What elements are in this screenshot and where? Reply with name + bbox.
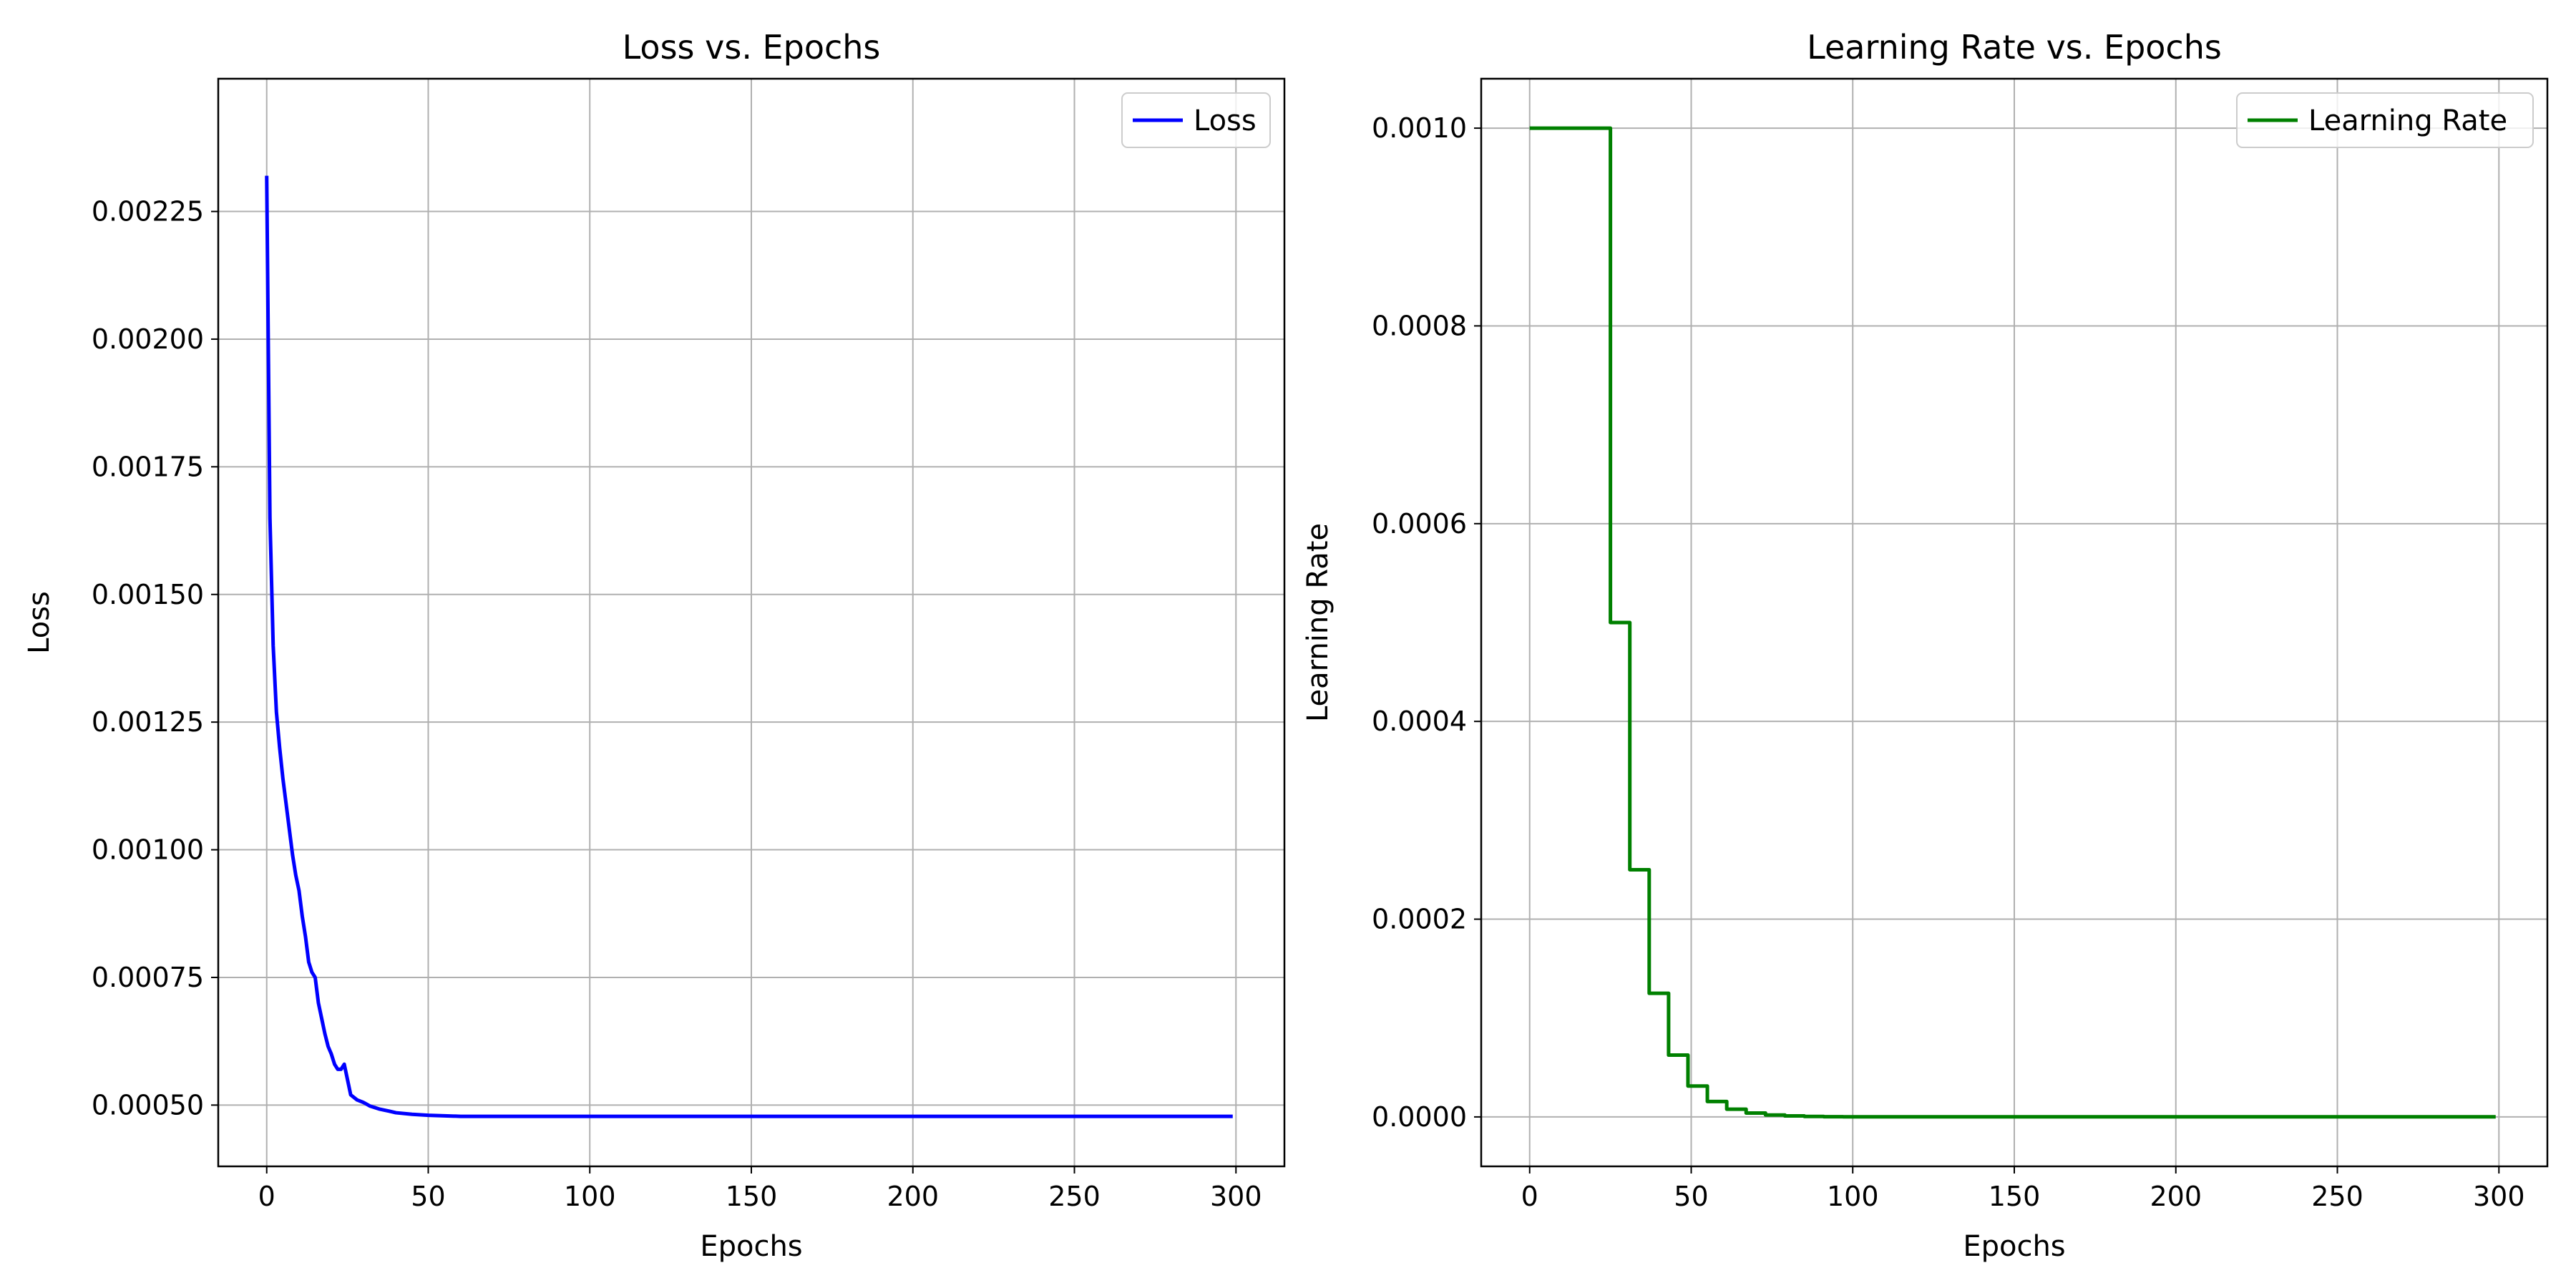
learning-rate-chart-y-tick-label: 0.0006 [1372,508,1467,540]
loss-chart-line [265,175,1233,1118]
loss-chart-legend-box [1121,92,1271,148]
learning-rate-chart-grid [1481,79,2547,1166]
loss-chart-y-tick-label: 0.00175 [92,451,204,482]
loss-chart-grid [218,79,1284,1166]
loss-chart-y-tick-label: 0.00200 [92,323,204,355]
loss-chart-y-tick-label: 0.00225 [92,196,204,228]
learning-rate-chart-x-tick-label: 50 [1674,1181,1708,1212]
learning-rate-chart-legend: Learning Rate [2236,92,2534,148]
loss-chart-y-tick-label: 0.00100 [92,834,204,866]
loss-chart-series [265,175,1233,1118]
loss-chart-x-tick-label: 200 [887,1181,939,1212]
loss-chart-x-tick-label: 100 [564,1181,616,1212]
loss-chart-frame [217,77,1286,1168]
loss-chart-y-tick-label: 0.00075 [92,962,204,993]
loss-chart-x-tick-label: 250 [1048,1181,1101,1212]
learning-rate-chart-legend-box [2236,92,2534,148]
loss-chart-x-tick-label: 150 [726,1181,778,1212]
loss-chart-y-tick-label: 0.00150 [92,579,204,610]
learning-rate-chart-legend-label: Learning Rate [2308,104,2507,137]
learning-rate-chart-y-tick-label: 0.0000 [1372,1101,1467,1133]
learning-rate-chart-line [1529,126,2496,1119]
learning-rate-chart-frame [1480,77,2549,1168]
learning-rate-chart-x-tick-label: 250 [2311,1181,2363,1212]
learning-rate-chart: Learning Rate vs. Epochs Epochs Learning… [1302,28,2549,1263]
loss-chart-y-tick-label: 0.00050 [92,1089,204,1121]
learning-rate-chart-x-tick-label: 150 [1989,1181,2041,1212]
loss-chart-y-tick-label: 0.00125 [92,706,204,738]
loss-chart-title: Loss vs. Epochs [623,28,881,67]
learning-rate-chart-y-tick-label: 0.0004 [1372,706,1467,737]
learning-rate-chart-x-tick-label: 300 [2473,1181,2525,1212]
learning-rate-chart-y-tick-label: 0.0008 [1372,310,1467,341]
loss-chart-legend: Loss [1121,92,1271,148]
loss-chart-y-ticks: 0.00050 0.00075 0.00100 0.00125 0.00150 0.001… [92,196,218,1121]
learning-rate-chart-x-ticks: 0 50 100 150 200 250 300 [1521,1166,2525,1212]
learning-rate-chart-x-tick-label: 200 [2150,1181,2202,1212]
learning-rate-chart-y-tick-label: 0.0002 [1372,904,1467,935]
loss-chart-x-tick-label: 50 [411,1181,445,1212]
learning-rate-chart-series [1529,126,2496,1119]
loss-chart-ylabel: Loss [23,591,56,654]
learning-rate-chart-y-ticks: 0.0000 0.0002 0.0004 0.0006 0.0008 0.0010 [1372,112,1481,1133]
learning-rate-chart-x-tick-label: 0 [1521,1181,1538,1212]
learning-rate-chart-title: Learning Rate vs. Epochs [1807,28,2222,67]
loss-chart-x-ticks: 0 50 100 150 200 250 300 [258,1166,1262,1212]
loss-chart-legend-label: Loss [1194,104,1257,137]
learning-rate-chart-xlabel: Epochs [1963,1230,2065,1263]
loss-chart-x-tick-label: 300 [1210,1181,1262,1212]
loss-chart-xlabel: Epochs [700,1230,802,1263]
learning-rate-chart-y-tick-label: 0.0010 [1372,112,1467,144]
loss-chart-x-tick-label: 0 [258,1181,275,1212]
learning-rate-chart-x-tick-label: 100 [1827,1181,1879,1212]
loss-chart: Loss vs. Epochs Epochs Loss 0 50 100 150 200… [23,28,1286,1263]
learning-rate-chart-ylabel: Learning Rate [1302,523,1335,722]
